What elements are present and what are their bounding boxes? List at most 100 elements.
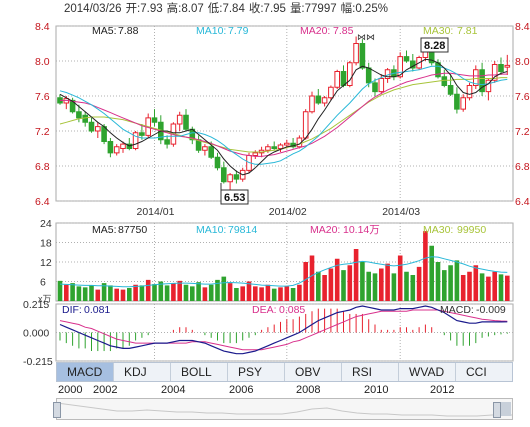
volume-bar <box>379 268 384 301</box>
volume-bar <box>127 288 132 301</box>
year-label: 2002 <box>93 384 118 396</box>
macd-legend: DIF: 0.081 DEA: 0.085 MACD: -0.009 <box>62 304 506 316</box>
vol-legend-ma30-label: MA30: <box>423 224 453 236</box>
candle <box>504 64 511 68</box>
tab-obv[interactable]: OBV <box>285 363 342 381</box>
volume-unit-label: x万 <box>38 294 52 304</box>
tab-rsi[interactable]: RSI <box>342 363 399 381</box>
legend-ma10-value: 7.79 <box>228 25 249 37</box>
year-label: 2004 <box>161 384 186 396</box>
volume-bar <box>391 273 397 301</box>
candle <box>498 64 504 72</box>
legend-ma30-value: 7.81 <box>457 25 478 37</box>
volume-bar <box>486 276 491 301</box>
y-tick-label: 7.2 <box>35 126 50 138</box>
candle <box>309 95 315 113</box>
range-scroll-thumb[interactable] <box>501 402 511 416</box>
candle <box>473 69 479 86</box>
tab-psy[interactable]: PSY <box>228 363 285 381</box>
dea-line <box>59 309 508 351</box>
tab-macd[interactable]: MACD <box>57 363 114 381</box>
volume-legend: MA5: 87750 MA10: 79814 MA20: 10.14万 MA30… <box>92 224 486 236</box>
year-label: 2008 <box>296 384 321 396</box>
volume-bar <box>190 286 195 301</box>
volume-bar <box>316 271 321 301</box>
volume-bar <box>95 289 101 301</box>
candle <box>139 132 145 136</box>
high-label: 高: <box>166 3 182 15</box>
candle <box>485 79 492 93</box>
quote-header: 2014/03/26 开:7.93 高:8.07 低:7.84 收:7.95 量:7799… <box>64 0 392 15</box>
candle <box>491 64 498 81</box>
volume-bar <box>334 258 340 301</box>
volume-bar <box>82 287 88 301</box>
candle <box>454 93 460 110</box>
y-tick-label: 7.2 <box>515 126 530 138</box>
volume-bar <box>278 287 283 301</box>
volume-bar <box>498 274 504 301</box>
volume-bar <box>101 283 107 301</box>
y-tick-label: 8.4 <box>35 21 50 33</box>
volume-bar <box>322 275 327 301</box>
tab-cci[interactable]: CCI <box>466 365 487 379</box>
macd-legend-dif-value: 0.081 <box>84 304 110 316</box>
legend-ma20-value: 7.85 <box>333 25 354 37</box>
vol-legend-ma10-label: MA10: <box>196 224 226 236</box>
price-x-axis: 2014/01 2014/02 2014/03 <box>137 206 421 218</box>
candle <box>227 174 233 183</box>
volume-bar <box>108 285 113 301</box>
max-annotation: 8.28 <box>420 37 449 53</box>
volume-bar <box>259 287 264 301</box>
candle <box>378 78 385 93</box>
volume-bar <box>347 265 353 301</box>
y-tick-label: 7.6 <box>35 91 50 103</box>
macd-legend-dif-label: DIF: <box>62 304 82 316</box>
candle <box>466 85 473 99</box>
volume-bar <box>467 271 472 301</box>
tab-boll[interactable]: BOLL <box>171 363 228 381</box>
candle <box>284 142 290 146</box>
vol-legend-ma20-label: MA20: <box>310 224 340 236</box>
candle <box>403 56 410 62</box>
low-value: 7.84 <box>222 3 245 15</box>
volume-bar <box>114 288 119 301</box>
volume-bar <box>397 255 403 301</box>
candle <box>460 97 466 110</box>
zoom-marker-right-icon: ⋈ <box>366 32 375 42</box>
volume-bar <box>196 282 201 301</box>
volume-bar <box>139 285 145 301</box>
volume-bar <box>284 286 290 301</box>
candle <box>164 139 170 145</box>
volume-bar <box>164 285 170 301</box>
y-tick-label: 8.0 <box>35 56 50 68</box>
ma10-line <box>59 65 508 165</box>
range-navigator[interactable] <box>53 398 513 420</box>
volume-bar <box>240 286 245 301</box>
volume-y-tick: 12 <box>40 257 52 269</box>
tab-kdj[interactable]: KDJ <box>114 363 171 381</box>
volume-bar <box>309 255 315 301</box>
year-label: 2000 <box>58 384 83 396</box>
dif-line <box>59 305 508 355</box>
ma30-line <box>59 77 508 153</box>
range-end-handle[interactable] <box>493 402 501 418</box>
volume-bar <box>448 265 453 301</box>
range-start-handle[interactable] <box>53 402 61 418</box>
candle <box>359 43 366 69</box>
legend-ma20-label: MA20: <box>300 25 330 37</box>
tab-wvad[interactable]: WVAD <box>399 363 456 381</box>
volume-bar <box>290 288 296 301</box>
volume-bar <box>64 284 69 301</box>
candle <box>328 86 334 99</box>
volume-bar <box>152 284 157 301</box>
volume-moving-average <box>59 256 508 288</box>
candle <box>271 146 277 149</box>
volume-bar <box>353 249 359 301</box>
macd-lines <box>59 305 508 355</box>
y-tick-label: 7.6 <box>515 91 530 103</box>
candle <box>353 43 359 64</box>
candle <box>334 71 340 88</box>
volume-bar <box>479 273 485 301</box>
candle <box>221 167 227 183</box>
